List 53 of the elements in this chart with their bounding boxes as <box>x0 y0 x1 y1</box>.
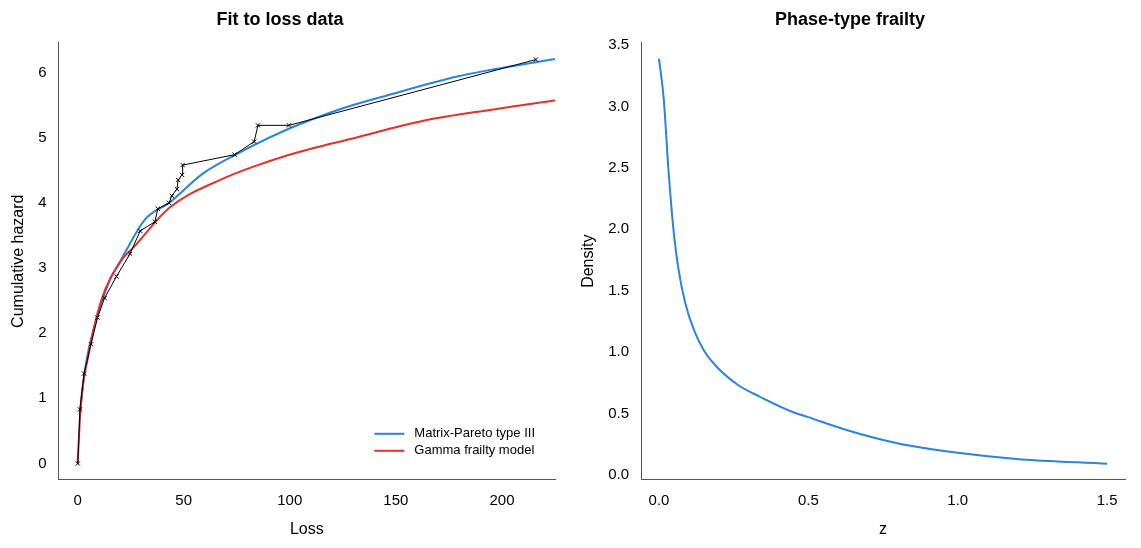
x-axis-title: Loss <box>289 519 324 537</box>
y-tick-label: 3.5 <box>608 35 630 53</box>
point <box>179 172 185 178</box>
point <box>169 193 175 199</box>
y-tick-label: 1 <box>38 388 47 406</box>
y-tick-label: 4 <box>38 193 47 211</box>
y-tick-label: 1.5 <box>608 280 630 298</box>
legend-label: Matrix-Pareto type III <box>414 425 536 441</box>
point <box>94 314 101 321</box>
x-axis-title: z <box>879 519 888 537</box>
point <box>232 152 238 158</box>
y-tick-label: 3.0 <box>608 96 630 114</box>
point <box>175 177 181 183</box>
x-tick-label: 1.0 <box>947 490 969 508</box>
x-tick-label: 150 <box>383 490 409 508</box>
point <box>174 186 180 192</box>
y-axis-title: Cumulative hazard <box>9 194 27 328</box>
y-tick-label: 2 <box>38 323 47 341</box>
y-tick-label: 5 <box>38 127 47 145</box>
point <box>255 122 261 128</box>
point <box>88 341 94 347</box>
legend-label: Gamma frailty model <box>414 442 535 458</box>
point <box>81 370 87 377</box>
point <box>127 251 133 257</box>
y-tick-label: 2.5 <box>608 158 630 176</box>
x-tick-label: 0 <box>73 490 82 508</box>
x-tick-label: 50 <box>175 490 193 508</box>
point <box>251 139 257 145</box>
point <box>180 162 186 168</box>
point <box>137 228 143 234</box>
line-series <box>657 57 1109 465</box>
y-tick-label: 1.0 <box>608 342 630 360</box>
chart-title: Fit to loss data <box>216 8 345 29</box>
y-tick-label: 0.0 <box>608 465 630 483</box>
x-tick-label: 1.5 <box>1096 490 1118 508</box>
x-tick-label: 100 <box>277 490 303 508</box>
y-tick-label: 0.5 <box>608 403 630 421</box>
x-tick-label: 0.5 <box>797 490 819 508</box>
y-tick-label: 6 <box>38 62 47 80</box>
point <box>155 206 161 212</box>
point <box>77 406 83 413</box>
point <box>166 200 172 206</box>
y-tick-label: 0 <box>38 453 47 471</box>
y-tick-label: 2.0 <box>608 219 630 237</box>
point <box>286 122 292 128</box>
x-tick-label: 0.0 <box>648 490 670 508</box>
y-tick-label: 3 <box>38 258 47 276</box>
point <box>152 219 158 225</box>
point <box>533 56 539 63</box>
y-axis-title: Density <box>579 234 597 288</box>
x-tick-label: 200 <box>489 490 515 508</box>
chart-title: Phase-type frailty <box>774 8 926 29</box>
point <box>101 295 108 301</box>
